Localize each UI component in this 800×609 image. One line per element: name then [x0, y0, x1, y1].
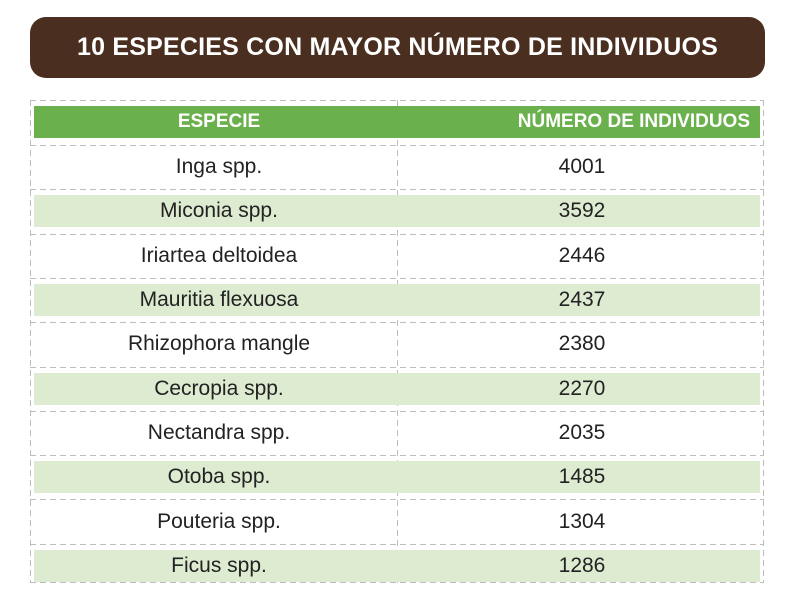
title-banner: 10 ESPECIES CON MAYOR NÚMERO DE INDIVIDU… [30, 17, 765, 78]
table-row: Pouteria spp. 1304 [34, 506, 760, 538]
table-row: Otoba spp. 1485 [34, 461, 760, 494]
species-cell: Otoba spp. [167, 465, 271, 489]
count-cell: 3592 [558, 199, 606, 223]
table-row: Nectandra spp. 2035 [34, 417, 760, 449]
species-cell: Iriartea deltoidea [140, 243, 298, 267]
species-cell: Ficus spp. [171, 553, 267, 577]
species-cell: Nectandra spp. [147, 420, 291, 444]
column-header-count: NÚMERO DE INDIVIDUOS [517, 111, 750, 132]
species-cell: Cecropia spp. [154, 376, 284, 400]
table-row: Mauritia flexuosa 2437 [34, 284, 760, 317]
count-cell: 2380 [558, 332, 606, 356]
table-row: Iriartea deltoidea 2446 [34, 240, 760, 272]
species-cell: Inga spp. [175, 155, 263, 179]
count-cell: 1485 [558, 465, 606, 489]
table-row: Rhizophora mangle 2380 [34, 328, 760, 360]
species-cell: Mauritia flexuosa [139, 288, 299, 312]
table-row: Ficus spp. 1286 [34, 549, 760, 582]
column-header-species: ESPECIE [177, 111, 261, 132]
count-cell: 2270 [558, 376, 606, 400]
page-title: 10 ESPECIES CON MAYOR NÚMERO DE INDIVIDU… [77, 33, 718, 61]
count-cell: 1304 [558, 509, 606, 533]
count-cell: 2446 [558, 243, 606, 267]
count-cell: 2437 [558, 288, 606, 312]
count-cell: 1286 [558, 553, 606, 577]
species-cell: Rhizophora mangle [127, 332, 311, 356]
table-row: Inga spp. 4001 [34, 151, 760, 183]
species-cell: Pouteria spp. [157, 509, 281, 533]
count-cell: 4001 [558, 155, 606, 179]
table-row: Cecropia spp. 2270 [34, 372, 760, 405]
table-row: Miconia spp. 3592 [34, 195, 760, 228]
table-header-row: ESPECIE NÚMERO DE INDIVIDUOS [34, 106, 760, 138]
species-table: ESPECIE NÚMERO DE INDIVIDUOS Inga spp. 40… [30, 100, 764, 583]
species-cell: Miconia spp. [160, 199, 278, 223]
count-cell: 2035 [558, 420, 606, 444]
